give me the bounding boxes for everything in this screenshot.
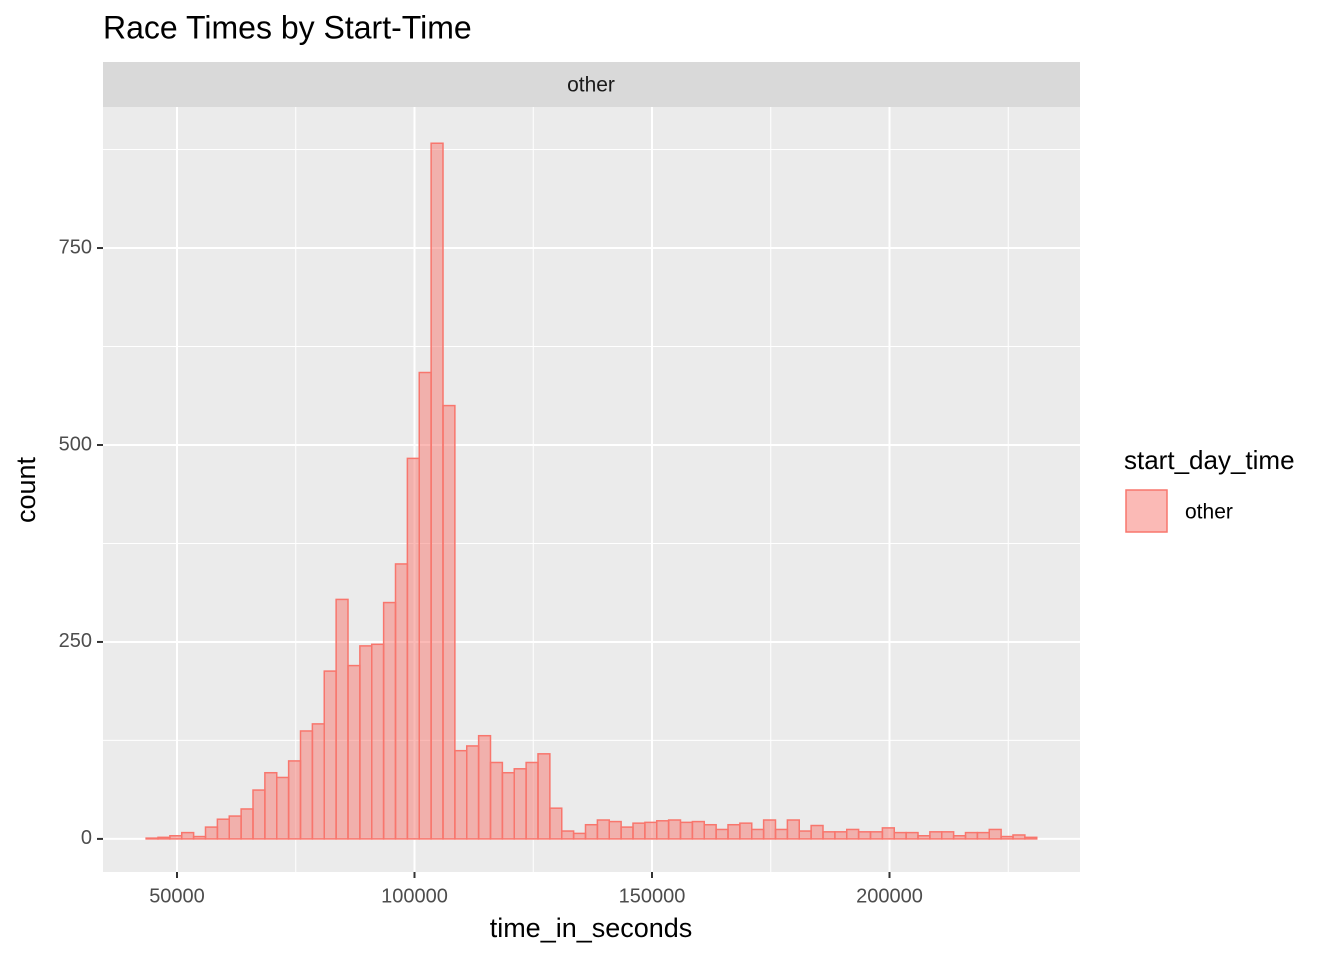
- bar: [727, 823, 741, 840]
- bar: [430, 142, 444, 840]
- panel: [103, 107, 1080, 872]
- bar: [762, 819, 777, 840]
- bar: [359, 645, 373, 840]
- bar: [644, 821, 658, 840]
- bar: [869, 831, 884, 840]
- bar: [264, 771, 278, 840]
- bar: [335, 598, 349, 840]
- bar: [561, 830, 575, 840]
- y-tick-label: 0: [81, 827, 92, 849]
- bar: [893, 831, 907, 840]
- bar: [881, 827, 896, 840]
- legend-swatch: [1125, 489, 1168, 533]
- bar: [584, 823, 599, 840]
- bar: [276, 776, 290, 840]
- bar: [596, 819, 611, 840]
- x-tick-label: 150000: [619, 885, 686, 907]
- bar: [181, 831, 195, 840]
- bar: [572, 832, 587, 840]
- bar: [252, 789, 266, 840]
- bar: [739, 822, 753, 840]
- bar: [786, 819, 801, 840]
- bar: [679, 821, 694, 840]
- bar: [964, 831, 979, 840]
- bar: [204, 826, 219, 840]
- y-axis-title: count: [11, 456, 41, 523]
- bar: [667, 819, 682, 840]
- bar: [157, 836, 171, 840]
- bar: [822, 831, 836, 840]
- bar: [216, 818, 231, 840]
- bar: [323, 670, 337, 840]
- bar: [525, 761, 539, 840]
- bar: [537, 753, 551, 840]
- bar: [299, 730, 314, 840]
- x-tick-label: 200000: [856, 885, 923, 907]
- bar: [917, 835, 931, 840]
- bar: [976, 831, 991, 840]
- bar: [406, 457, 421, 840]
- bar: [1000, 835, 1014, 840]
- bar: [857, 831, 872, 840]
- legend-label: other: [1185, 501, 1233, 524]
- bar: [501, 771, 516, 840]
- bar: [691, 820, 706, 840]
- bar: [988, 828, 1002, 840]
- y-tick-label: 250: [59, 630, 92, 652]
- y-tick-label: 750: [59, 236, 92, 258]
- bar: [418, 371, 432, 840]
- legend-title: start_day_time: [1124, 445, 1295, 475]
- bar: [846, 828, 860, 840]
- facet-strip: [103, 62, 1080, 107]
- bar: [810, 824, 824, 840]
- bar: [477, 734, 492, 840]
- bar: [656, 820, 670, 840]
- bar: [228, 815, 242, 840]
- bar: [169, 835, 183, 840]
- bar: [715, 828, 729, 840]
- bar: [454, 749, 468, 840]
- bar: [442, 404, 456, 840]
- bar: [394, 563, 409, 840]
- bar: [489, 761, 504, 840]
- facet-label: other: [567, 74, 615, 97]
- legend: start_day_time other: [1124, 445, 1295, 533]
- bar: [929, 831, 943, 840]
- bar: [287, 760, 302, 840]
- x-axis-title: time_in_seconds: [490, 913, 693, 943]
- bar: [347, 664, 361, 840]
- bar: [952, 835, 967, 840]
- bar: [798, 830, 812, 840]
- bar: [834, 831, 848, 840]
- bar: [751, 828, 765, 840]
- bar: [549, 807, 563, 840]
- bar: [466, 745, 480, 840]
- bar: [371, 643, 385, 840]
- bar: [192, 835, 207, 840]
- y-tick-label: 500: [59, 433, 92, 455]
- chart-title: Race Times by Start-Time: [103, 9, 472, 45]
- x-tick-label: 100000: [381, 885, 448, 907]
- bar: [311, 723, 326, 840]
- bar: [941, 831, 955, 840]
- bar: [145, 837, 159, 840]
- bar: [382, 601, 397, 840]
- bar: [240, 808, 254, 840]
- bar: [1024, 836, 1038, 840]
- bar: [1012, 834, 1026, 840]
- bar: [905, 831, 919, 840]
- x-tick-label: 50000: [149, 885, 205, 907]
- bar: [608, 820, 622, 840]
- bar: [620, 826, 634, 840]
- bar: [703, 823, 717, 840]
- bar: [632, 822, 646, 840]
- bar: [513, 768, 527, 840]
- bar: [774, 828, 789, 840]
- bars: [145, 142, 1038, 840]
